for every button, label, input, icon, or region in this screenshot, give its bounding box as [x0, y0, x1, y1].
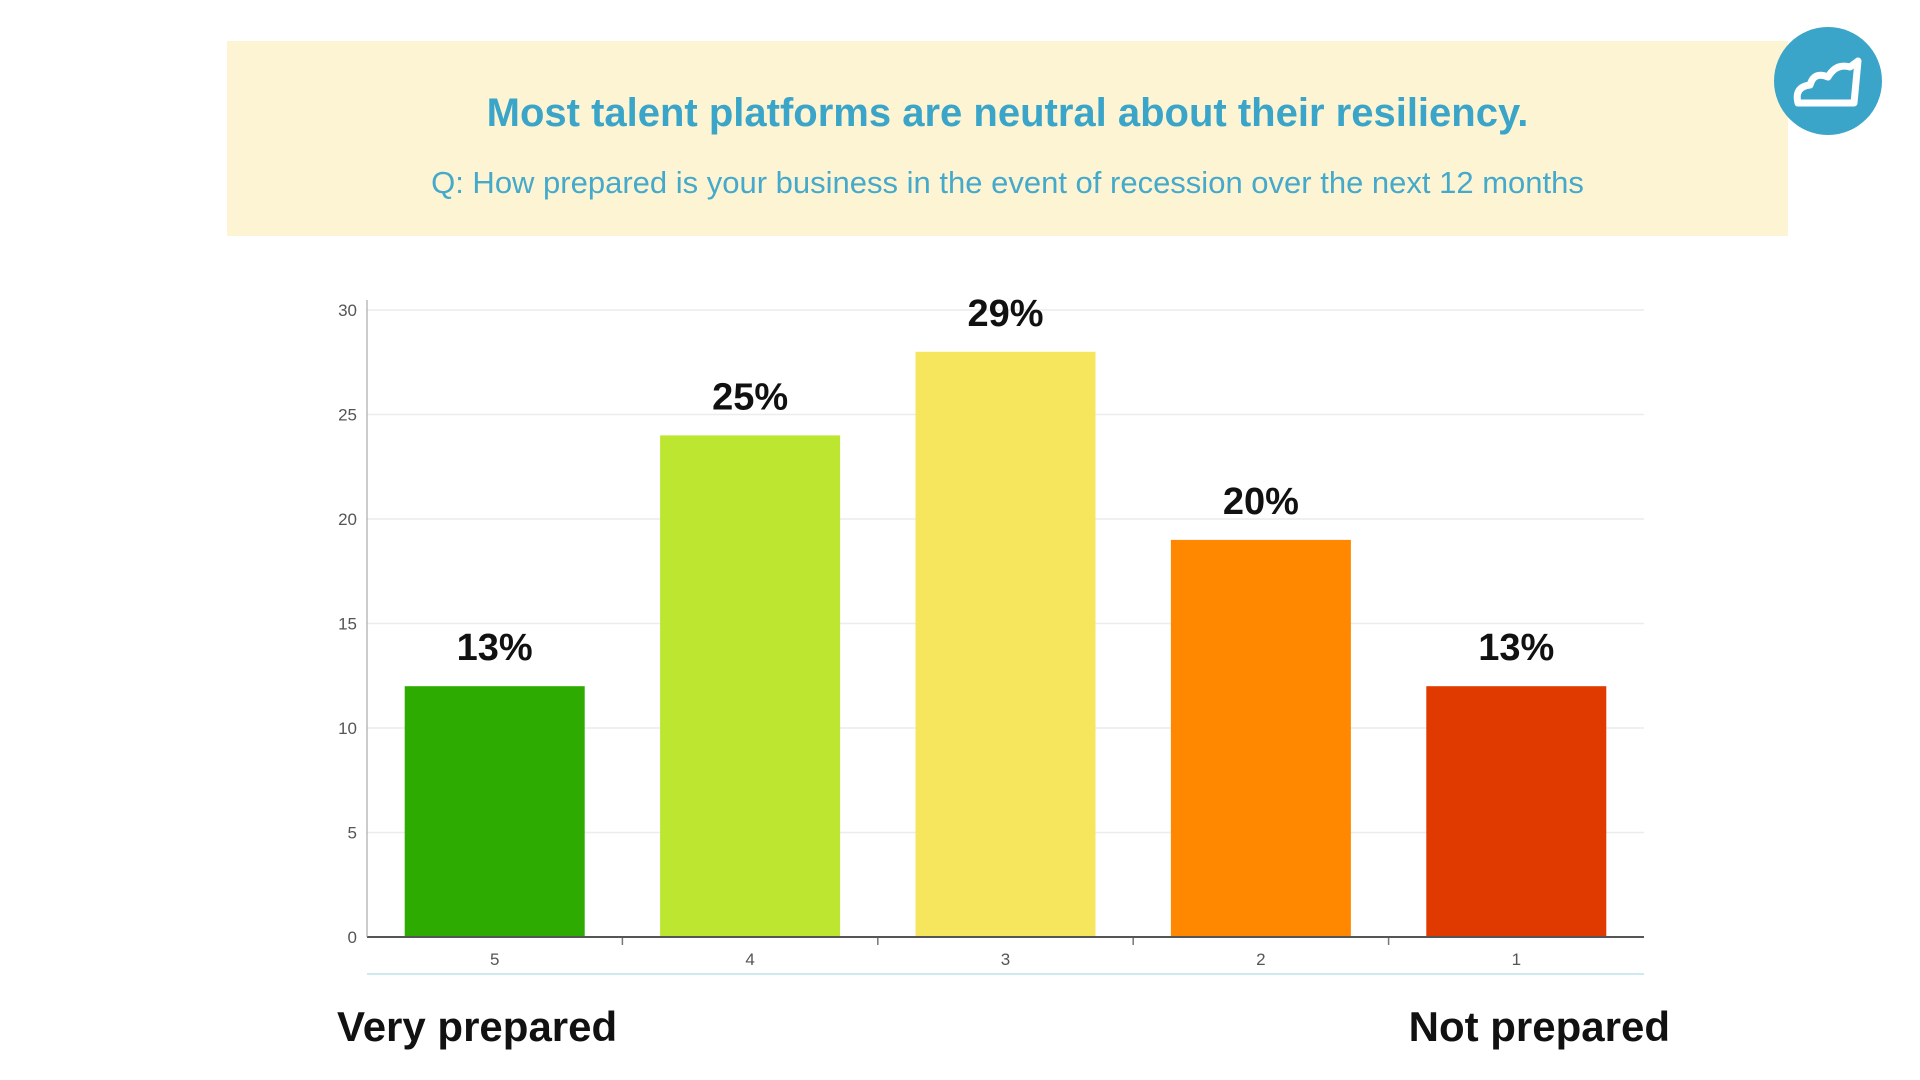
bar-3 — [915, 351, 1096, 937]
y-tick-label: 15 — [338, 615, 357, 634]
data-labels: 13% 25% 29% 20% 13% — [457, 293, 1555, 669]
x-tick-label-2: 2 — [1256, 950, 1265, 969]
y-tick-label: 30 — [338, 301, 357, 320]
bar-1 — [1426, 686, 1607, 937]
y-tick-label: 5 — [348, 824, 357, 843]
x-tick-label-3: 3 — [1001, 950, 1010, 969]
chart-subtitle: Q: How prepared is your business in the … — [431, 165, 1584, 200]
y-tick-label: 10 — [338, 719, 357, 738]
data-label-1: 13% — [1478, 627, 1554, 669]
data-label-5: 13% — [457, 627, 533, 669]
cloud-icon — [1774, 27, 1882, 135]
bar-2 — [1170, 539, 1351, 937]
data-label-3: 29% — [967, 293, 1043, 335]
x-tick-labels: 5 4 3 2 1 — [490, 937, 1521, 969]
x-tick-label-5: 5 — [490, 950, 499, 969]
x-tick-label-1: 1 — [1512, 950, 1521, 969]
y-tick-label: 25 — [338, 406, 357, 425]
header-banner: Most talent platforms are neutral about … — [227, 41, 1788, 236]
scale-label-very-prepared: Very prepared — [337, 1003, 618, 1050]
logo-circle — [1774, 27, 1882, 135]
y-tick-label: 20 — [338, 510, 357, 529]
x-tick-label-4: 4 — [745, 950, 754, 969]
scale-label-not-prepared: Not prepared — [1408, 1003, 1670, 1050]
data-label-2: 20% — [1223, 481, 1299, 523]
logo-cloud — [1793, 57, 1862, 107]
chart-title: Most talent platforms are neutral about … — [486, 91, 1529, 135]
bars — [404, 351, 1607, 937]
data-label-4: 25% — [712, 376, 788, 418]
y-tick-label: 0 — [348, 928, 357, 947]
bar-5 — [404, 686, 585, 937]
bar-4 — [660, 435, 841, 937]
y-tick-labels: 0 5 10 15 20 25 30 — [338, 301, 357, 947]
